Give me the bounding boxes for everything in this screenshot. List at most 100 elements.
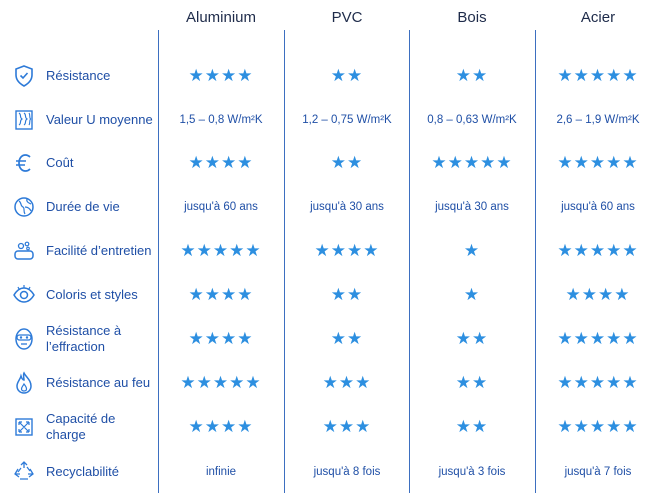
star-rating: ★★ <box>410 361 534 405</box>
sponge-bubbles-icon <box>10 237 38 265</box>
star-rating: ★★★★★ <box>410 141 534 185</box>
star-icon: ★★ <box>330 66 364 85</box>
cell-text: jusqu'à 8 fois <box>313 466 381 478</box>
cell-text: 1,5 – 0,8 W/m²K <box>179 114 263 126</box>
burglar-mask-icon <box>10 325 38 353</box>
star-rating: ★★★★ <box>159 54 283 98</box>
star-rating: ★★★★ <box>159 273 283 317</box>
cell-text: 2,6 – 1,9 W/m²K <box>556 114 640 126</box>
column-divider <box>158 30 159 493</box>
star-rating: ★★★★ <box>159 317 283 361</box>
row-label: Coloris et styles <box>46 287 138 302</box>
star-rating: ★★★★★ <box>536 361 660 405</box>
star-icon: ★★★★ <box>188 153 254 172</box>
cell-value: jusqu'à 3 fois <box>410 450 534 494</box>
row-label: Valeur U moyenne <box>46 112 153 127</box>
load-arrows-icon <box>10 413 38 441</box>
star-rating: ★★★★★ <box>536 317 660 361</box>
star-icon: ★★★★★ <box>557 66 639 85</box>
cell-value: 1,5 – 0,8 W/m²K <box>159 98 283 142</box>
star-icon: ★★★ <box>322 373 372 392</box>
row-label: Résistance au feu <box>46 375 151 390</box>
cell-text: jusqu'à 30 ans <box>310 201 384 213</box>
table-row: Résistance à l’effraction ★★★★ ★★ ★★ ★★★★★ <box>0 317 670 361</box>
star-rating: ★★ <box>285 273 409 317</box>
column-header-bois: Bois <box>457 9 487 26</box>
star-icon: ★★★★★ <box>557 417 639 436</box>
star-icon: ★★★ <box>322 417 372 436</box>
star-icon: ★★★★ <box>188 329 254 348</box>
flame-icon <box>10 369 38 397</box>
star-icon: ★★★★ <box>188 417 254 436</box>
row-label: Durée de vie <box>46 199 120 214</box>
star-rating: ★★★★ <box>285 229 409 273</box>
table-row: Résistance ★★★★ ★★ ★★ ★★★★★ <box>0 54 670 98</box>
star-rating: ★★ <box>410 405 534 449</box>
star-rating: ★ <box>410 273 534 317</box>
star-icon: ★★ <box>330 285 364 304</box>
star-icon: ★★★★★ <box>557 329 639 348</box>
row-label: Coût <box>46 155 74 170</box>
star-icon: ★★★★★ <box>180 373 262 392</box>
cell-text: infinie <box>205 466 237 478</box>
cell-value: jusqu'à 30 ans <box>410 185 534 229</box>
star-icon: ★★★★★ <box>557 241 639 260</box>
column-divider <box>409 30 410 493</box>
cell-text: 1,2 – 0,75 W/m²K <box>302 114 392 126</box>
row-label: Recyclabilité <box>46 464 119 479</box>
cell-text: jusqu'à 7 fois <box>564 466 632 478</box>
table-row: Recyclabilité infinie jusqu'à 8 fois jusqu'… <box>0 450 670 494</box>
star-icon: ★★ <box>455 329 489 348</box>
cell-text: jusqu'à 60 ans <box>561 201 635 213</box>
star-icon: ★★★★★ <box>180 241 262 260</box>
star-icon: ★★★★ <box>565 285 631 304</box>
cell-value: jusqu'à 7 fois <box>536 450 660 494</box>
cell-text: jusqu'à 60 ans <box>184 201 258 213</box>
star-rating: ★★ <box>285 54 409 98</box>
column-divider <box>535 30 536 493</box>
column-header-aluminium: Aluminium <box>185 9 257 26</box>
table-row: Durée de vie jusqu'à 60 ans jusqu'à 30 ans… <box>0 185 670 229</box>
globe-icon <box>10 193 38 221</box>
insulation-layers-icon <box>10 106 38 134</box>
star-rating: ★★★★ <box>159 141 283 185</box>
cell-text: 0,8 – 0,63 W/m²K <box>427 114 517 126</box>
star-rating: ★ <box>410 229 534 273</box>
star-rating: ★★★★★ <box>536 54 660 98</box>
table-row: Coût ★★★★ ★★ ★★★★★ ★★★★★ <box>0 141 670 185</box>
cell-value: 0,8 – 0,63 W/m²K <box>410 98 534 142</box>
cell-value: jusqu'à 60 ans <box>536 185 660 229</box>
star-rating: ★★ <box>410 317 534 361</box>
star-icon: ★★ <box>330 329 364 348</box>
star-rating: ★★★★★ <box>536 405 660 449</box>
column-header-acier: Acier <box>580 9 616 26</box>
star-icon: ★ <box>463 241 481 260</box>
star-rating: ★★★★★ <box>536 141 660 185</box>
eye-icon <box>10 281 38 309</box>
table-row: Capacité de charge ★★★★ ★★★ ★★ ★★★★★ <box>0 405 670 449</box>
star-icon: ★★★★★ <box>557 153 639 172</box>
row-label: Facilité d’entretien <box>46 243 152 258</box>
cell-text: jusqu'à 3 fois <box>438 466 506 478</box>
shield-check-icon <box>10 62 38 90</box>
star-rating: ★★ <box>410 54 534 98</box>
row-label: Capacité de charge <box>46 411 116 442</box>
table-row: Résistance au feu ★★★★★ ★★★ ★★ ★★★★★ <box>0 361 670 405</box>
row-label: Résistance à l’effraction <box>46 323 122 354</box>
star-icon: ★★★★★ <box>431 153 513 172</box>
cell-value: jusqu'à 8 fois <box>285 450 409 494</box>
cell-text: jusqu'à 30 ans <box>435 201 509 213</box>
star-rating: ★★ <box>285 317 409 361</box>
star-rating: ★★★★ <box>159 405 283 449</box>
cell-value: 2,6 – 1,9 W/m²K <box>536 98 660 142</box>
cell-value: jusqu'à 30 ans <box>285 185 409 229</box>
star-rating: ★★★★★ <box>159 229 283 273</box>
star-icon: ★★ <box>455 417 489 436</box>
star-rating: ★★ <box>285 141 409 185</box>
cell-value: jusqu'à 60 ans <box>159 185 283 229</box>
star-icon: ★★★★★ <box>557 373 639 392</box>
column-divider <box>284 30 285 493</box>
star-icon: ★★ <box>330 153 364 172</box>
star-rating: ★★★★★ <box>536 229 660 273</box>
